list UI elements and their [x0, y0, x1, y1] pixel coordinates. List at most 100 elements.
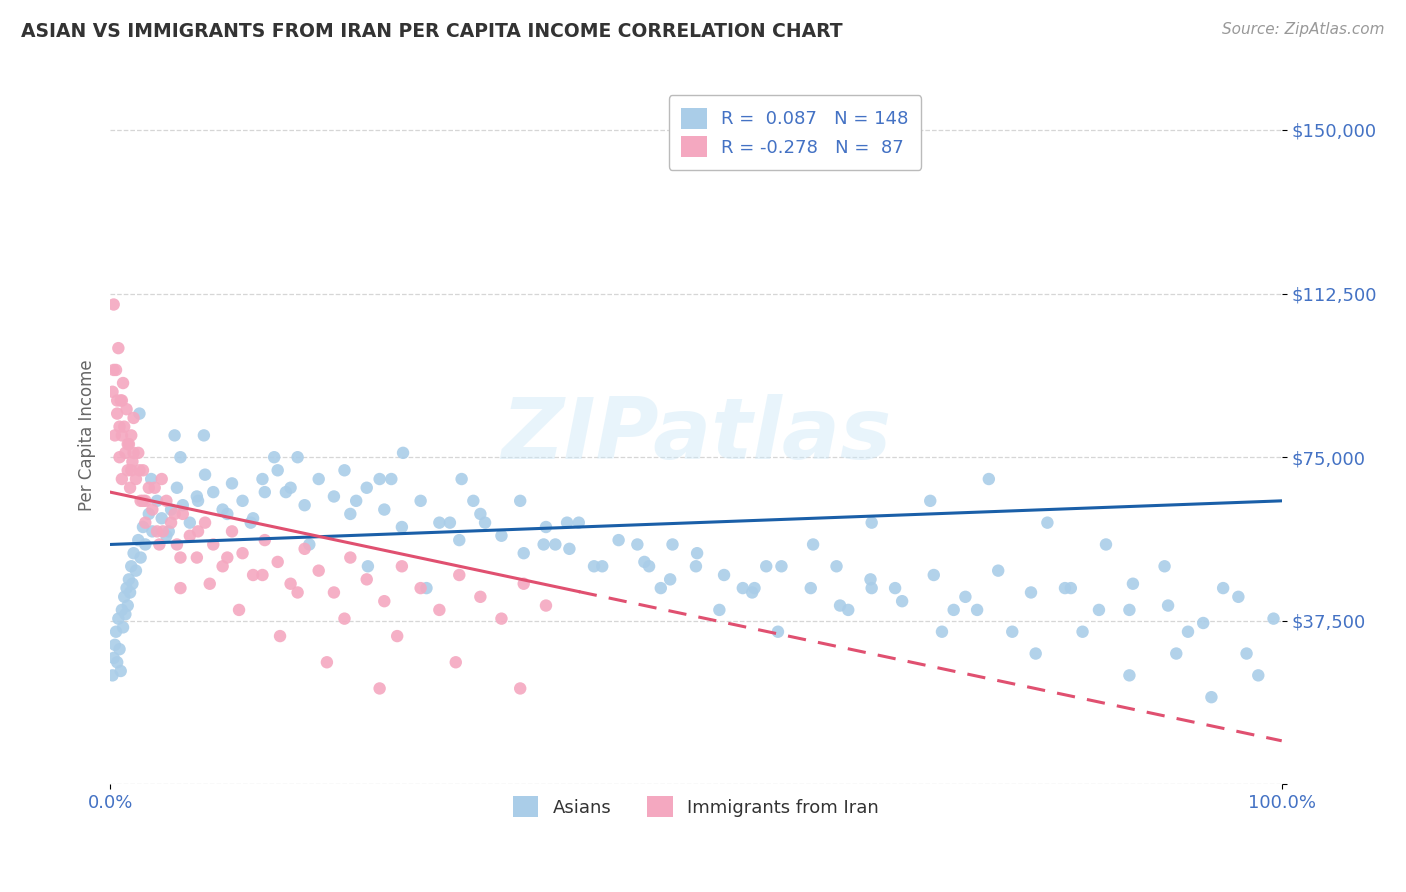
Point [626, 537, 648, 551]
Point [1118, 668, 1140, 682]
Point [267, 463, 290, 477]
Point [120, 463, 142, 477]
Point [373, 594, 395, 608]
Point [339, 550, 361, 565]
Point [172, 507, 194, 521]
Point [828, 599, 851, 613]
Point [115, 581, 138, 595]
Point [111, 472, 134, 486]
Point [638, 559, 661, 574]
Point [1153, 559, 1175, 574]
Point [127, 446, 149, 460]
Point [607, 533, 630, 547]
Point [741, 585, 763, 599]
Point [323, 585, 346, 599]
Legend: Asians, Immigrants from Iran: Asians, Immigrants from Iran [506, 789, 886, 824]
Point [555, 516, 578, 530]
Point [966, 603, 988, 617]
Point [253, 533, 276, 547]
Point [860, 581, 883, 595]
Point [287, 450, 309, 465]
Point [392, 446, 415, 460]
Point [449, 533, 471, 547]
Point [444, 655, 467, 669]
Point [112, 590, 135, 604]
Point [252, 472, 274, 486]
Point [217, 550, 239, 565]
Point [373, 502, 395, 516]
Point [977, 472, 1000, 486]
Point [837, 603, 859, 617]
Point [120, 428, 142, 442]
Point [138, 507, 160, 521]
Point [121, 454, 143, 468]
Point [115, 402, 138, 417]
Point [427, 516, 450, 530]
Point [114, 446, 136, 460]
Point [1001, 624, 1024, 639]
Point [274, 485, 297, 500]
Point [427, 603, 450, 617]
Point [582, 559, 605, 574]
Point [661, 537, 683, 551]
Point [160, 516, 183, 530]
Point [298, 537, 321, 551]
Point [132, 520, 155, 534]
Point [1166, 647, 1188, 661]
Text: ASIAN VS IMMIGRANTS FROM IRAN PER CAPITA INCOME CORRELATION CHART: ASIAN VS IMMIGRANTS FROM IRAN PER CAPITA… [21, 22, 842, 41]
Point [280, 481, 302, 495]
Point [186, 550, 208, 565]
Point [450, 472, 472, 486]
Point [128, 463, 150, 477]
Point [232, 546, 254, 560]
Point [1036, 516, 1059, 530]
Point [534, 520, 557, 534]
Point [323, 490, 346, 504]
Point [1053, 581, 1076, 595]
Point [544, 537, 567, 551]
Point [125, 472, 148, 486]
Point [179, 516, 201, 530]
Point [512, 576, 534, 591]
Point [344, 493, 367, 508]
Point [127, 533, 149, 547]
Point [114, 607, 136, 622]
Point [263, 450, 285, 465]
Point [150, 472, 173, 486]
Point [169, 450, 191, 465]
Point [380, 472, 402, 486]
Text: Source: ZipAtlas.com: Source: ZipAtlas.com [1222, 22, 1385, 37]
Point [187, 524, 209, 539]
Point [117, 463, 139, 477]
Point [194, 467, 217, 482]
Point [686, 546, 709, 560]
Point [356, 573, 378, 587]
Point [122, 446, 145, 460]
Point [179, 529, 201, 543]
Point [211, 559, 233, 574]
Point [474, 516, 496, 530]
Point [316, 655, 339, 669]
Point [287, 585, 309, 599]
Point [221, 524, 243, 539]
Point [202, 537, 225, 551]
Point [120, 481, 142, 495]
Point [166, 537, 188, 551]
Point [111, 428, 134, 442]
Point [111, 603, 134, 617]
Point [118, 437, 141, 451]
Point [280, 576, 302, 591]
Point [117, 437, 139, 451]
Point [105, 407, 128, 421]
Point [368, 472, 391, 486]
Point [512, 546, 534, 560]
Point [1192, 615, 1215, 630]
Point [132, 493, 155, 508]
Point [859, 573, 882, 587]
Point [269, 629, 291, 643]
Point [339, 507, 361, 521]
Point [1201, 690, 1223, 705]
Point [138, 481, 160, 495]
Point [685, 559, 707, 574]
Point [121, 576, 143, 591]
